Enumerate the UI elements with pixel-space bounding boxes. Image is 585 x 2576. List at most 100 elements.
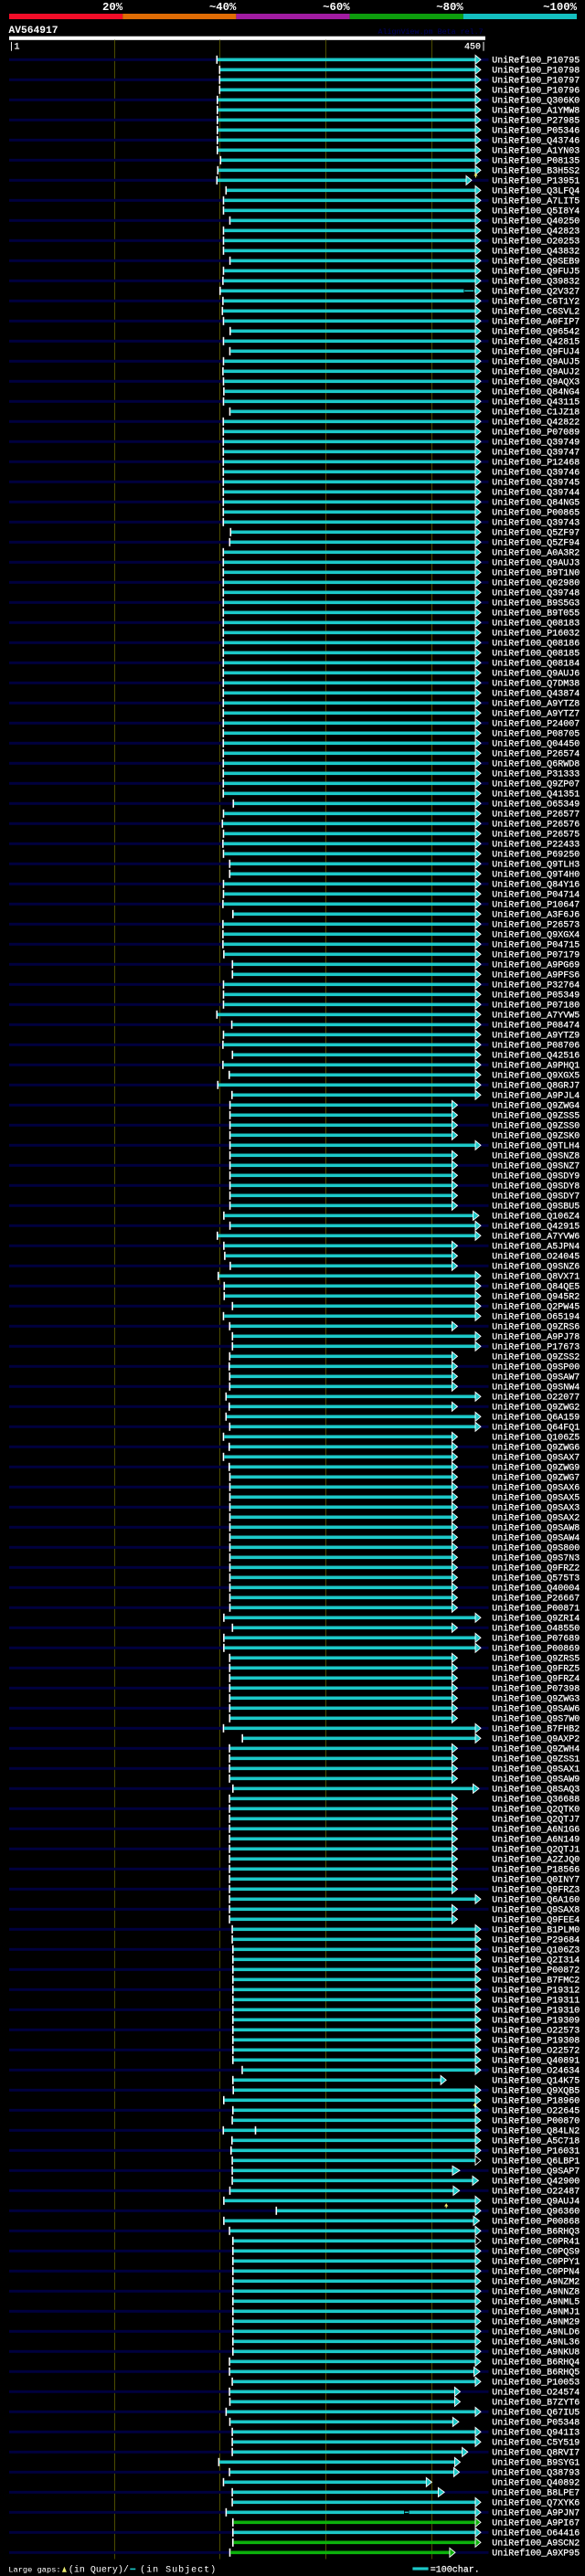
svg-text:UniRef100_Q08185: UniRef100_Q08185: [492, 648, 580, 659]
svg-text:UniRef100_O48550: UniRef100_O48550: [492, 1623, 580, 1634]
svg-text:UniRef100_P05349: UniRef100_P05349: [492, 990, 580, 1001]
svg-text:UniRef100_Q9SP00: UniRef100_Q9SP00: [492, 1362, 580, 1373]
svg-text:UniRef100_Q84LN2: UniRef100_Q84LN2: [492, 2125, 580, 2136]
svg-text:UniRef100_P19311: UniRef100_P19311: [492, 1995, 580, 2006]
svg-text:UniRef100_C0PQS9: UniRef100_C0PQS9: [492, 2246, 580, 2257]
svg-text:UniRef100_P07180: UniRef100_P07180: [492, 1000, 580, 1011]
svg-text:UniRef100_P26574: UniRef100_P26574: [492, 748, 580, 759]
svg-text:UniRef100_Q9SNZ7: UniRef100_Q9SNZ7: [492, 1161, 580, 1171]
svg-text:UniRef100_A9NZM2: UniRef100_A9NZM2: [492, 2276, 580, 2287]
svg-text:UniRef100_Q9SAW9: UniRef100_Q9SAW9: [492, 1774, 580, 1785]
svg-text:UniRef100_B6RHQ3: UniRef100_B6RHQ3: [492, 2226, 580, 2237]
svg-text:UniRef100_A6N149: UniRef100_A6N149: [492, 1834, 580, 1845]
svg-text:UniRef100_C0PPY1: UniRef100_C0PPY1: [492, 2256, 580, 2267]
svg-text:UniRef100_C0PPN4: UniRef100_C0PPN4: [492, 2266, 580, 2277]
svg-text:UniRef100_Q9ZSS2: UniRef100_Q9ZSS2: [492, 1352, 580, 1362]
svg-text:UniRef100_P18960: UniRef100_P18960: [492, 2095, 580, 2106]
svg-text:UniRef100_Q6RWD8: UniRef100_Q6RWD8: [492, 758, 580, 769]
svg-text:UniRef100_Q9SNW4: UniRef100_Q9SNW4: [492, 1382, 580, 1393]
svg-text:UniRef100_Q9ZP07: UniRef100_Q9ZP07: [492, 779, 580, 790]
svg-text:UniRef100_B7FHB2: UniRef100_B7FHB2: [492, 1723, 580, 1734]
svg-text:UniRef100_B3H5S2: UniRef100_B3H5S2: [492, 165, 580, 176]
svg-text:UniRef100_P17673: UniRef100_P17673: [492, 1341, 580, 1352]
svg-text:UniRef100_Q41351: UniRef100_Q41351: [492, 789, 580, 800]
svg-text:UniRef100_P26573: UniRef100_P26573: [492, 919, 580, 930]
svg-text:UniRef100_Q9AQX3: UniRef100_Q9AQX3: [492, 376, 580, 387]
svg-text:UniRef100_A6N1G6: UniRef100_A6N1G6: [492, 1824, 580, 1835]
svg-text:UniRef100_A9PI67: UniRef100_A9PI67: [492, 2518, 580, 2528]
svg-text:UniRef100_Q9ZRI4: UniRef100_Q9ZRI4: [492, 1613, 580, 1624]
svg-text:UniRef100_B9T1N0: UniRef100_B9T1N0: [492, 567, 580, 578]
svg-text:UniRef100_Q04450: UniRef100_Q04450: [492, 738, 580, 749]
svg-text:UniRef100_A9YTZ9: UniRef100_A9YTZ9: [492, 1030, 580, 1041]
svg-text:UniRef100_P19310: UniRef100_P19310: [492, 2005, 580, 2016]
svg-text:UniRef100_Q9FRZ5: UniRef100_Q9FRZ5: [492, 1663, 580, 1674]
svg-text:UniRef100_B7ZYT6: UniRef100_B7ZYT6: [492, 2397, 580, 2408]
svg-text:~60%: ~60%: [323, 1, 350, 14]
svg-text:UniRef100_Q02980: UniRef100_Q02980: [492, 578, 580, 588]
svg-text:UniRef100_Q8VX71: UniRef100_Q8VX71: [492, 1271, 580, 1282]
svg-text:UniRef100_P07089: UniRef100_P07089: [492, 427, 580, 438]
svg-text:UniRef100_P26575: UniRef100_P26575: [492, 829, 580, 840]
svg-text:UniRef100_Q38793: UniRef100_Q38793: [492, 2467, 580, 2478]
svg-text:UniRef100_B9S5G3: UniRef100_B9S5G3: [492, 598, 580, 609]
svg-text:UniRef100_Q5ZF94: UniRef100_Q5ZF94: [492, 537, 580, 548]
svg-text:UniRef100_Q40892: UniRef100_Q40892: [492, 2477, 580, 2488]
svg-text:UniRef100_Q9S7W0: UniRef100_Q9S7W0: [492, 1713, 580, 1724]
svg-text:UniRef100_Q9SAW8: UniRef100_Q9SAW8: [492, 1522, 580, 1533]
svg-text:UniRef100_P13951: UniRef100_P13951: [492, 175, 580, 186]
svg-text:(in Query)/: (in Query)/: [69, 2565, 129, 2576]
svg-text:UniRef100_Q0INY7: UniRef100_Q0INY7: [492, 1874, 580, 1885]
svg-text:UniRef100_Q106Z5: UniRef100_Q106Z5: [492, 1432, 580, 1443]
svg-text:UniRef100_Q9ZSS1: UniRef100_Q9ZSS1: [492, 1754, 580, 1765]
svg-text:UniRef100_Q2V327: UniRef100_Q2V327: [492, 286, 580, 297]
svg-text:UniRef100_Q40004: UniRef100_Q40004: [492, 1583, 580, 1594]
svg-text:UniRef100_Q9TLH4: UniRef100_Q9TLH4: [492, 1140, 580, 1151]
svg-text:=100char.: =100char.: [431, 2564, 480, 2575]
svg-text:UniRef100_Q43115: UniRef100_Q43115: [492, 397, 580, 408]
svg-text:UniRef100_B7FMC2: UniRef100_B7FMC2: [492, 1975, 580, 1986]
svg-text:UniRef100_A9NML5: UniRef100_A9NML5: [492, 2296, 580, 2307]
svg-text:UniRef100_Q9ZWG3: UniRef100_Q9ZWG3: [492, 1693, 580, 1704]
svg-text:UniRef100_A9SCN2: UniRef100_A9SCN2: [492, 2538, 580, 2549]
svg-text:UniRef100_Q9SNZ8: UniRef100_Q9SNZ8: [492, 1150, 580, 1161]
svg-text:UniRef100_P19308: UniRef100_P19308: [492, 2035, 580, 2046]
svg-text:UniRef100_A7YVW6: UniRef100_A7YVW6: [492, 1231, 580, 1242]
svg-text:UniRef100_Q6A159: UniRef100_Q6A159: [492, 1412, 580, 1423]
svg-text:UniRef100_Q9AXP2: UniRef100_Q9AXP2: [492, 1733, 580, 1744]
svg-text:UniRef100_Q42915: UniRef100_Q42915: [492, 1221, 580, 1232]
svg-text:UniRef100_O22487: UniRef100_O22487: [492, 2186, 580, 2197]
svg-text:UniRef100_C0PR41: UniRef100_C0PR41: [492, 2236, 580, 2247]
svg-text:UniRef100_Q8SAQ3: UniRef100_Q8SAQ3: [492, 1784, 580, 1795]
svg-text:UniRef100_P26667: UniRef100_P26667: [492, 1593, 580, 1604]
svg-text:AV564917: AV564917: [9, 26, 58, 37]
svg-text:UniRef100_P10647: UniRef100_P10647: [492, 899, 580, 910]
svg-text:UniRef100_B8LPE7: UniRef100_B8LPE7: [492, 2487, 580, 2498]
svg-text:UniRef100_Q9FRZ4: UniRef100_Q9FRZ4: [492, 1673, 580, 1684]
svg-text:UniRef100_Q6A160: UniRef100_Q6A160: [492, 1894, 580, 1905]
svg-text:UniRef100_A0A3R2: UniRef100_A0A3R2: [492, 547, 580, 558]
svg-text:UniRef100_Q5I8Y4: UniRef100_Q5I8Y4: [492, 206, 580, 217]
svg-text:UniRef100_Q9FRZ3: UniRef100_Q9FRZ3: [492, 1884, 580, 1895]
svg-text:UniRef100_Q8RVI7: UniRef100_Q8RVI7: [492, 2447, 580, 2458]
svg-text:UniRef100_Q9SDY9: UniRef100_Q9SDY9: [492, 1171, 580, 1182]
svg-text:UniRef100_Q96542: UniRef100_Q96542: [492, 326, 580, 337]
svg-text:Large gaps:: Large gaps:: [8, 2566, 60, 2575]
svg-text:UniRef100_A9NMJ1: UniRef100_A9NMJ1: [492, 2306, 580, 2317]
svg-text:UniRef100_P10798: UniRef100_P10798: [492, 65, 580, 76]
svg-text:UniRef100_P05348: UniRef100_P05348: [492, 2417, 580, 2428]
svg-text:UniRef100_P22433: UniRef100_P22433: [492, 839, 580, 850]
svg-text:UniRef100_Q9ZRS5: UniRef100_Q9ZRS5: [492, 1653, 580, 1664]
svg-text:UniRef100_P00871: UniRef100_P00871: [492, 1603, 580, 1614]
svg-text:UniRef100_P27985: UniRef100_P27985: [492, 115, 580, 126]
svg-text:AlignView.pm Beta rel.7: AlignView.pm Beta rel.7: [378, 27, 484, 37]
svg-text:UniRef100_Q84NG4: UniRef100_Q84NG4: [492, 387, 580, 398]
svg-text:UniRef100_Q84NG5: UniRef100_Q84NG5: [492, 497, 580, 508]
svg-text:UniRef100_Q9SAW4: UniRef100_Q9SAW4: [492, 1532, 580, 1543]
svg-text:UniRef100_O64416: UniRef100_O64416: [492, 2528, 580, 2539]
svg-text:UniRef100_Q08183: UniRef100_Q08183: [492, 618, 580, 629]
svg-text:UniRef100_Q2QTK0: UniRef100_Q2QTK0: [492, 1804, 580, 1815]
svg-text:UniRef100_A9YTZ8: UniRef100_A9YTZ8: [492, 698, 580, 709]
svg-text:UniRef100_Q40891: UniRef100_Q40891: [492, 2055, 580, 2066]
svg-text:UniRef100_A9PG69: UniRef100_A9PG69: [492, 959, 580, 970]
